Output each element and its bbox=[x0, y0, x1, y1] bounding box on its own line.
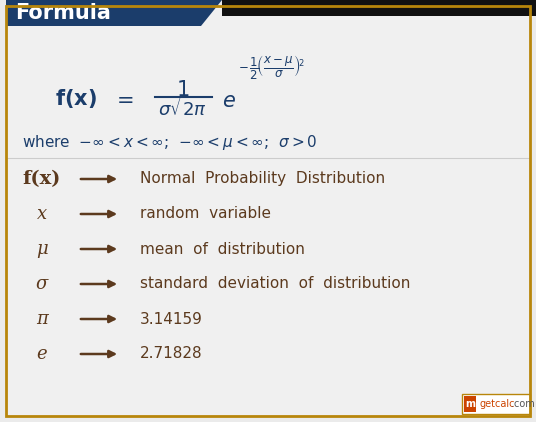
Text: random  variable: random variable bbox=[140, 206, 271, 222]
Polygon shape bbox=[201, 0, 222, 26]
Bar bbox=[6, 0, 201, 26]
Text: σ: σ bbox=[36, 275, 48, 293]
Bar bbox=[222, 0, 536, 16]
FancyBboxPatch shape bbox=[464, 396, 476, 412]
Text: 2.71828: 2.71828 bbox=[140, 346, 203, 362]
Text: $=$: $=$ bbox=[112, 89, 133, 109]
Text: x: x bbox=[37, 205, 47, 223]
Text: Formula: Formula bbox=[15, 3, 111, 23]
Text: f(x): f(x) bbox=[23, 170, 61, 188]
Text: standard  deviation  of  distribution: standard deviation of distribution bbox=[140, 276, 411, 292]
Text: m: m bbox=[465, 399, 475, 409]
Text: Normal  Probability  Distribution: Normal Probability Distribution bbox=[140, 171, 385, 187]
Text: $\sigma\sqrt{2\pi}$: $\sigma\sqrt{2\pi}$ bbox=[158, 96, 209, 120]
Text: where  $-\infty < x < \infty$;  $-\infty < \mu < \infty$;  $\sigma > 0$: where $-\infty < x < \infty$; $-\infty <… bbox=[22, 133, 317, 151]
Text: $1$: $1$ bbox=[176, 80, 190, 100]
Text: π: π bbox=[36, 310, 48, 328]
Text: e: e bbox=[36, 345, 47, 363]
Text: μ: μ bbox=[36, 240, 48, 258]
FancyBboxPatch shape bbox=[462, 394, 530, 414]
Text: $\mathbf{f(x)}$: $\mathbf{f(x)}$ bbox=[55, 87, 97, 111]
Text: $e$: $e$ bbox=[222, 91, 236, 111]
Text: 3.14159: 3.14159 bbox=[140, 311, 203, 327]
Text: getcalc: getcalc bbox=[479, 399, 515, 409]
Text: $-\,\dfrac{1}{2}\!\left(\dfrac{x-\mu}{\sigma}\right)^{\!2}$: $-\,\dfrac{1}{2}\!\left(\dfrac{x-\mu}{\s… bbox=[238, 54, 305, 82]
Text: .com: .com bbox=[511, 399, 535, 409]
Text: mean  of  distribution: mean of distribution bbox=[140, 241, 305, 257]
